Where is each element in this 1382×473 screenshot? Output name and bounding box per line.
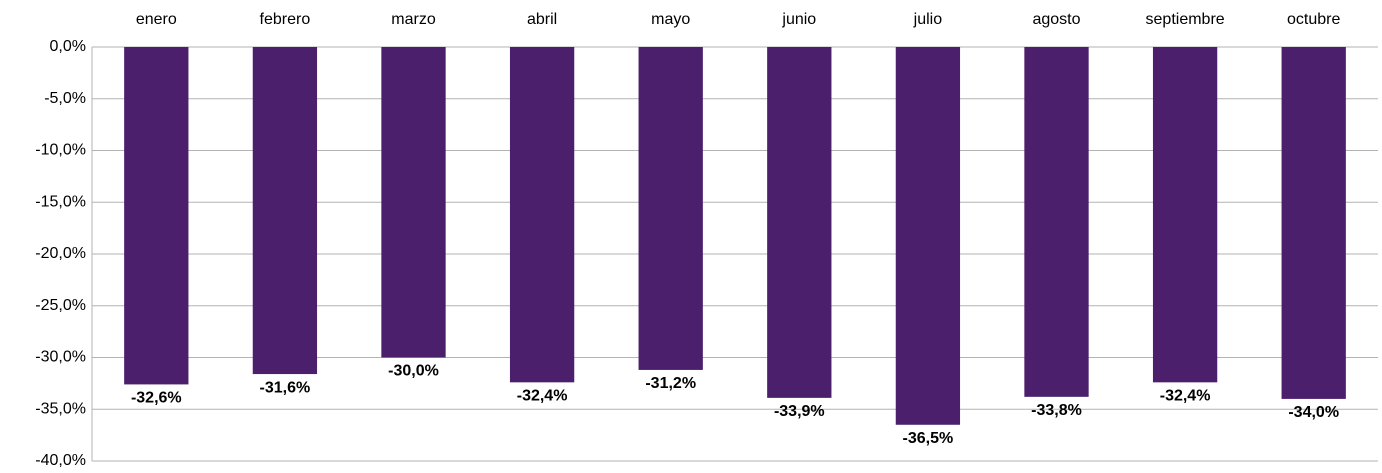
bar xyxy=(381,47,446,358)
value-label: -33,9% xyxy=(774,403,825,420)
x-tick-label: septiembre xyxy=(1146,11,1225,28)
value-label: -33,8% xyxy=(1031,402,1082,419)
y-tick-label: -5,0% xyxy=(44,90,86,107)
bar xyxy=(1152,47,1218,383)
x-tick-label: abril xyxy=(527,11,557,28)
y-tick-label: -15,0% xyxy=(35,193,86,210)
value-label: -36,5% xyxy=(903,430,954,447)
value-label: -32,6% xyxy=(131,390,182,407)
value-label: -34,0% xyxy=(1288,404,1339,421)
bar xyxy=(895,47,961,425)
bar xyxy=(767,47,832,398)
bar xyxy=(252,47,318,375)
y-tick-label: -10,0% xyxy=(35,142,86,159)
x-tick-label: junio xyxy=(781,11,816,28)
bar xyxy=(638,47,703,370)
value-label: -30,0% xyxy=(388,363,439,380)
y-tick-label: -25,0% xyxy=(35,297,86,314)
y-tick-label: -30,0% xyxy=(35,349,86,366)
bar xyxy=(509,47,575,383)
x-tick-label: agosto xyxy=(1032,11,1080,28)
y-tick-label: -40,0% xyxy=(35,452,86,469)
value-label: -31,6% xyxy=(260,379,311,396)
bar xyxy=(1281,47,1346,399)
y-tick-label: -20,0% xyxy=(35,245,86,262)
y-tick-label: 0,0% xyxy=(50,38,86,55)
x-tick-label: octubre xyxy=(1287,11,1340,28)
bar xyxy=(1024,47,1089,397)
value-label: -32,4% xyxy=(517,388,568,405)
bar xyxy=(124,47,189,385)
x-tick-label: julio xyxy=(913,11,943,28)
value-label: -32,4% xyxy=(1160,388,1211,405)
value-label: -31,2% xyxy=(645,375,696,392)
x-tick-label: marzo xyxy=(391,11,436,28)
x-tick-label: enero xyxy=(136,11,177,28)
y-tick-label: -35,0% xyxy=(35,400,86,417)
x-tick-label: mayo xyxy=(651,11,690,28)
x-tick-label: febrero xyxy=(260,11,311,28)
